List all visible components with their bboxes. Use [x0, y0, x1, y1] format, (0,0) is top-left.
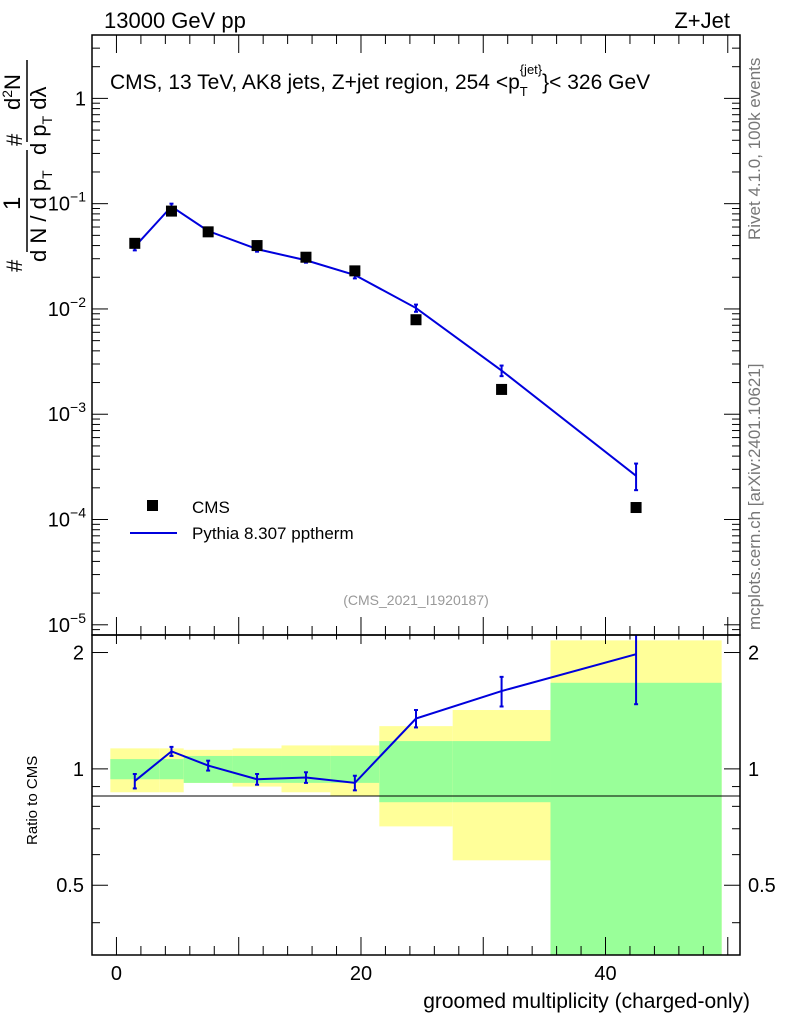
- main-panel: 1 10−1 10−2 10−3 10−4 10−5 CMS, 13 TeV, AK8 j…: [0, 34, 741, 637]
- cms-data-point: [251, 240, 263, 252]
- legend: CMS Pythia 8.307 pptherm: [130, 498, 354, 543]
- cms-data-point: [129, 237, 141, 249]
- title-sup: {jet}: [520, 62, 543, 77]
- main-y-tick-label: 10−3: [48, 399, 86, 426]
- main-y-tick-label: 10−4: [48, 505, 86, 532]
- mc-series: [132, 202, 639, 492]
- main-y-tick-label: 10−2: [48, 294, 86, 321]
- x-axis-label: groomed multiplicity (charged-only): [423, 990, 750, 1013]
- main-axis-ticks: [92, 34, 740, 636]
- ratio-green-band: [452, 741, 551, 803]
- ylabel-hash-1: #: [2, 259, 27, 272]
- x-tick-label: 0: [111, 963, 122, 985]
- ylabel-one: 1: [0, 197, 26, 210]
- x-tick-label: 20: [350, 963, 372, 985]
- ratio-plot-frame: [91, 634, 741, 956]
- cms-data-point: [630, 502, 642, 514]
- ylabel-denominator-1: d N / d pT: [26, 170, 55, 262]
- title-main: CMS, 13 TeV, AK8 jets, Z+jet region, 254…: [110, 71, 520, 94]
- ratio-y-tick-label-right: 1: [748, 759, 759, 781]
- ylabel-numerator-2: d2N: [0, 74, 25, 110]
- cms-data-point: [349, 265, 361, 277]
- title-sub: T: [520, 84, 528, 99]
- main-y-tick-label: 1: [75, 88, 86, 110]
- ratio-mc-series: [132, 635, 639, 792]
- cms-data-point: [496, 383, 508, 395]
- ratio-green-band: [550, 682, 722, 955]
- legend-cms-marker: [147, 500, 158, 511]
- ratio-y-tick-label-left: 1: [73, 759, 84, 781]
- ratio-green-band: [159, 759, 184, 780]
- cms-data-point: [300, 251, 312, 263]
- mcplots-url-label: mcplots.cern.ch [arXiv:2401.10621]: [745, 364, 764, 630]
- ylabel-hash-2: #: [2, 133, 27, 146]
- ratio-y-tick-label-left: 2: [73, 643, 84, 665]
- chart-title: CMS, 13 TeV, AK8 jets, Z+jet region, 254…: [110, 62, 650, 99]
- x-tick-label: 40: [594, 963, 616, 985]
- ylabel-denominator-2: d pT dλ: [26, 86, 55, 155]
- header-process-label: Z+Jet: [674, 8, 730, 33]
- ratio-y-axis-label: Ratio to CMS: [24, 756, 41, 845]
- ratio-panel: 0.5 0.51 12 20 20 40 Ratio to CMS groomed mul…: [24, 634, 776, 1013]
- analysis-watermark: (CMS_2021_I1920187): [343, 592, 489, 608]
- ratio-green-band: [379, 741, 453, 803]
- cms-data-point: [202, 226, 214, 238]
- cms-data-point: [410, 314, 422, 326]
- ratio-green-band: [110, 759, 160, 780]
- mc-line: [134, 205, 637, 477]
- ratio-axis-ticks: 0.5 0.51 12 20 20 40: [56, 635, 776, 985]
- legend-cms-label: CMS: [192, 498, 230, 517]
- cms-data-point: [165, 205, 177, 217]
- ratio-y-tick-label-right: 0.5: [748, 875, 776, 897]
- cms-data-series: [129, 205, 642, 514]
- main-y-tick-labels: 1 10−1 10−2 10−3 10−4 10−5: [48, 88, 86, 636]
- main-y-axis-label: # 1 d N / d pT # d2N d pT dλ: [0, 60, 55, 272]
- rivet-version-label: Rivet 4.1.0, 100k events: [745, 58, 764, 240]
- main-plot-frame: [91, 34, 741, 636]
- ratio-uncertainty-bands: [110, 640, 722, 955]
- legend-mc-label: Pythia 8.307 pptherm: [192, 524, 354, 543]
- ratio-y-tick-label-right: 2: [748, 643, 759, 665]
- title-tail: }< 326 GeV: [542, 71, 650, 94]
- main-y-tick-label: 10−1: [48, 189, 86, 216]
- main-y-tick-label: 10−5: [48, 610, 86, 637]
- header-energy-label: 13000 GeV pp: [104, 8, 246, 33]
- ratio-y-tick-label-left: 0.5: [56, 875, 84, 897]
